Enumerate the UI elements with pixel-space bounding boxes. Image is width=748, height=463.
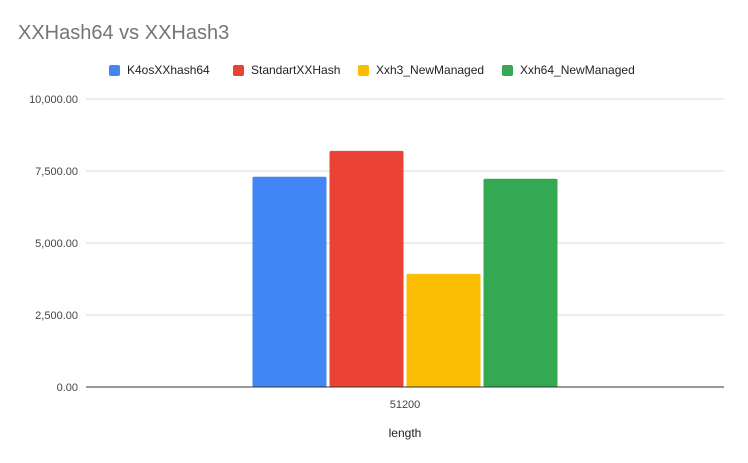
legend-swatch-standartxxhash [233, 64, 244, 76]
bar-k4osxxhash64 [252, 176, 327, 387]
bar-standartxxhash [329, 150, 404, 387]
legend-swatch-xxh64-newmanaged [502, 64, 513, 76]
y-tick-label: 10,000.00 [29, 94, 78, 106]
legend-item-k4osxxhash64: K4osXXhash64 [109, 61, 210, 79]
legend-item-xxh64-newmanaged: Xxh64_NewManaged [502, 61, 635, 79]
legend-swatch-xxh3-newmanaged [358, 64, 369, 76]
legend-label-xxh64-newmanaged: Xxh64_NewManaged [520, 63, 635, 77]
y-tick-label: 2,500.00 [35, 310, 78, 322]
x-tick-label: 51200 [390, 399, 421, 411]
y-tick-label: 7,500.00 [35, 166, 78, 178]
legend-label-k4osxxhash64: K4osXXhash64 [127, 63, 210, 77]
legend-label-standartxxhash: StandartXXHash [251, 63, 341, 77]
bar-xxh64-newmanaged [483, 178, 558, 387]
legend-swatch-k4osxxhash64 [109, 64, 120, 76]
legend: K4osXXhash64 StandartXXHash Xxh3_NewMana… [0, 61, 748, 79]
legend-item-standartxxhash: StandartXXHash [233, 61, 340, 79]
bar-xxh3-newmanaged [406, 273, 481, 387]
x-axis-title: length [389, 426, 422, 440]
chart-title: XXHash64 vs XXHash3 [18, 22, 230, 44]
legend-label-xxh3-newmanaged: Xxh3_NewManaged [376, 63, 485, 77]
y-tick-label: 5,000.00 [35, 238, 78, 250]
legend-item-xxh3-newmanaged: Xxh3_NewManaged [358, 61, 484, 79]
y-tick-label: 0.00 [57, 382, 78, 394]
